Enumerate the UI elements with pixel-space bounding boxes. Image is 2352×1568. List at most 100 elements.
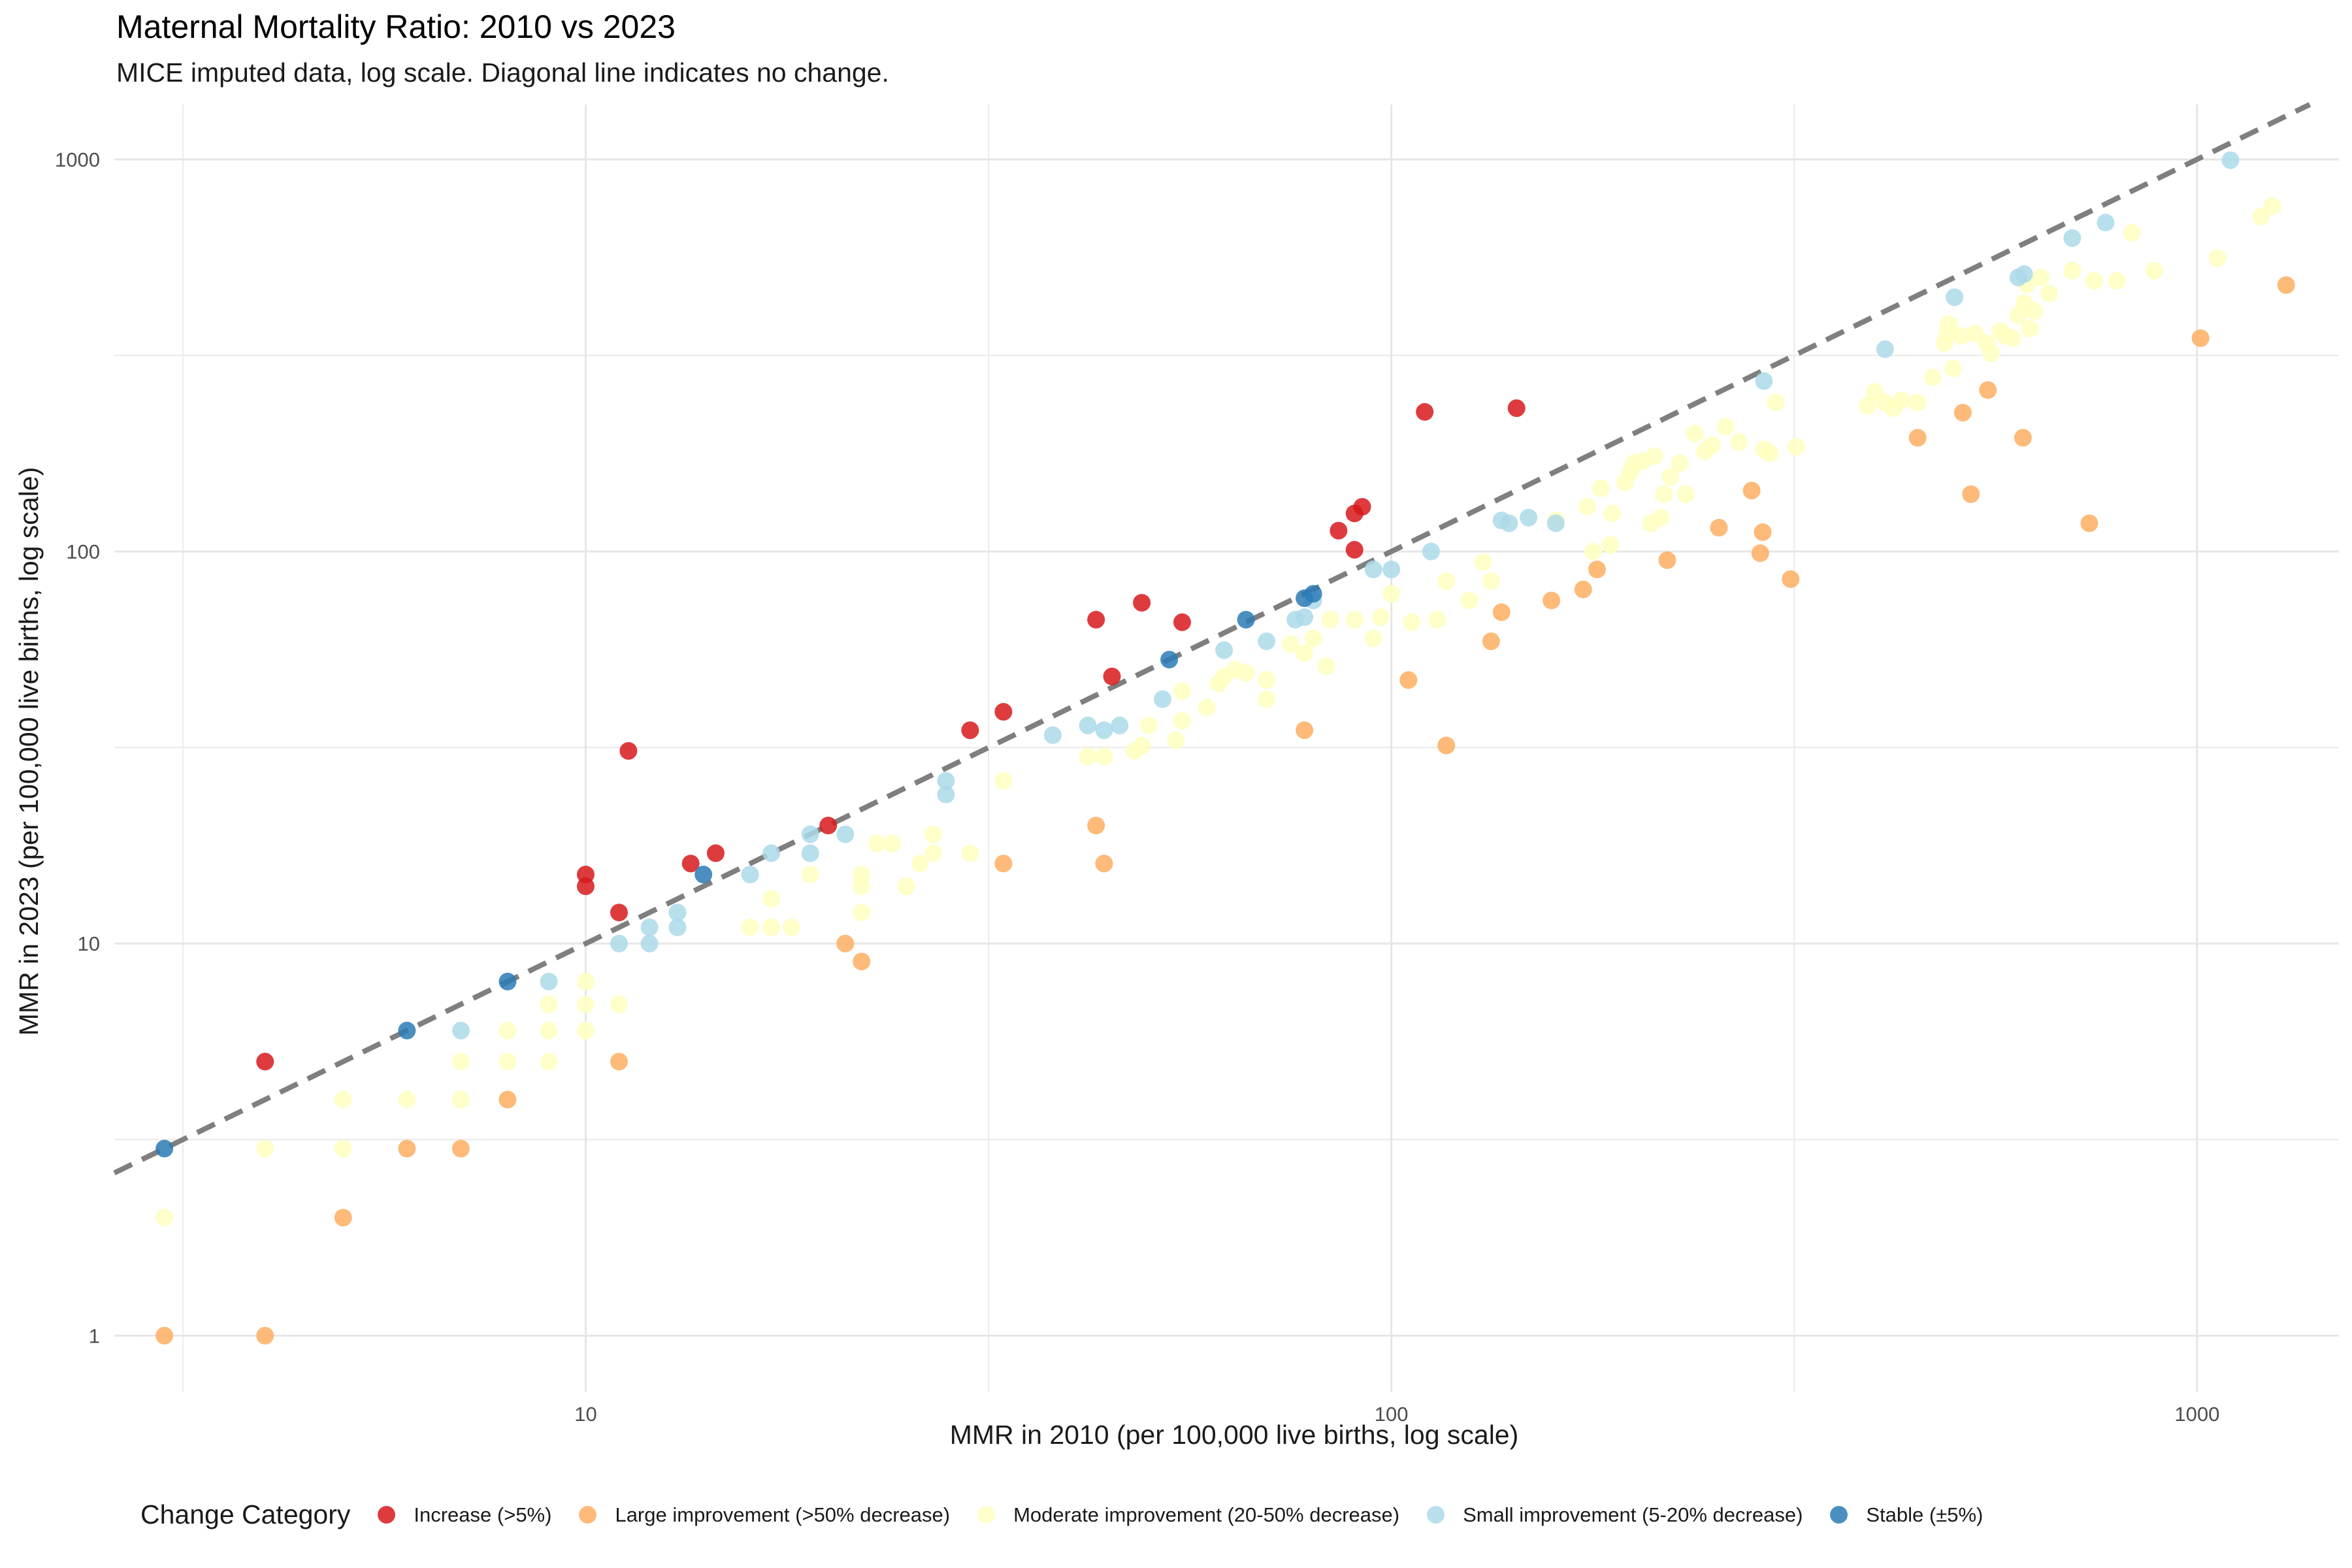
- x-axis-title: MMR in 2010 (per 100,000 live births, lo…: [950, 1420, 1519, 1450]
- data-point: [741, 866, 759, 884]
- data-point: [897, 877, 915, 896]
- data-point: [1962, 485, 1980, 503]
- data-point: [640, 934, 659, 953]
- data-point: [1893, 391, 1911, 410]
- data-point: [1079, 747, 1097, 766]
- data-point: [994, 772, 1013, 790]
- data-point: [1578, 498, 1596, 516]
- data-point: [741, 918, 759, 936]
- data-point: [2108, 272, 2126, 290]
- data-point: [398, 1139, 416, 1158]
- data-point: [1437, 572, 1456, 591]
- legend-item-moderate-improvement: Moderate improvement (20-50% decrease): [977, 1503, 1399, 1527]
- data-point: [610, 995, 628, 1013]
- data-point: [256, 1326, 274, 1345]
- data-point: [883, 834, 901, 853]
- legend-key-stable: [1830, 1506, 1848, 1524]
- data-point: [937, 772, 955, 790]
- data-point: [1859, 397, 1877, 415]
- data-point: [1584, 542, 1602, 561]
- data-point: [1437, 736, 1456, 755]
- x-tick-label: 100: [1375, 1403, 1409, 1426]
- data-point: [1416, 402, 1434, 421]
- data-point: [1043, 726, 1062, 744]
- data-point: [1601, 536, 1620, 554]
- data-point: [1079, 716, 1097, 734]
- data-point: [911, 855, 929, 873]
- data-point: [1364, 629, 1382, 647]
- data-point: [1133, 594, 1151, 612]
- y-tick-label: 1: [89, 1324, 100, 1347]
- data-point: [2014, 429, 2032, 447]
- data-point: [1237, 610, 1255, 629]
- legend-key-large-improvement: [579, 1506, 597, 1524]
- data-point: [762, 890, 781, 908]
- data-point: [1474, 553, 1492, 571]
- data-point: [451, 1021, 470, 1039]
- data-point: [1755, 372, 1773, 390]
- data-point: [334, 1209, 352, 1227]
- data-point: [1258, 690, 1276, 708]
- data-point: [1258, 632, 1276, 651]
- data-point: [610, 904, 628, 922]
- data-point: [1382, 561, 1401, 579]
- chart-subtitle: MICE imputed data, log scale. Diagonal l…: [116, 57, 889, 88]
- legend-label-increase: Increase (>5%): [414, 1503, 552, 1526]
- data-point: [961, 721, 979, 740]
- data-point: [2063, 229, 2082, 247]
- data-point: [1087, 817, 1105, 835]
- data-point: [2032, 269, 2050, 287]
- data-point: [1742, 482, 1761, 500]
- data-point: [924, 825, 942, 843]
- data-point: [498, 1090, 517, 1109]
- data-point: [2145, 261, 2163, 280]
- data-point: [1173, 682, 1191, 700]
- data-point: [2191, 329, 2210, 348]
- data-point: [1482, 572, 1500, 591]
- data-point: [801, 866, 819, 884]
- data-point: [836, 825, 855, 843]
- data-point: [1908, 429, 1927, 447]
- data-point: [1787, 438, 1805, 456]
- legend: Change Category Increase (>5%) Large imp…: [140, 1499, 2010, 1530]
- data-point: [668, 918, 687, 936]
- data-point: [1330, 521, 1348, 540]
- data-point: [1543, 591, 1561, 610]
- data-point: [853, 904, 871, 922]
- grid-lines: [114, 105, 2339, 1392]
- data-point: [1133, 736, 1151, 755]
- data-point: [2208, 249, 2227, 267]
- x-tick-label: 10: [574, 1403, 596, 1426]
- data-point: [451, 1139, 470, 1158]
- data-point: [762, 918, 781, 936]
- data-point: [1754, 523, 1772, 542]
- data-point: [2021, 319, 2039, 338]
- data-point: [1095, 721, 1113, 740]
- data-point: [937, 785, 955, 804]
- y-tick-label: 10: [78, 932, 100, 955]
- data-point: [1588, 561, 1606, 579]
- data-point: [256, 1053, 274, 1071]
- data-point: [1087, 610, 1105, 629]
- data-point: [853, 866, 871, 884]
- data-point: [1317, 657, 1335, 676]
- data-point: [1428, 610, 1446, 629]
- data-point: [2221, 151, 2240, 169]
- data-point: [1403, 613, 1421, 631]
- data-point: [576, 995, 595, 1013]
- data-point: [782, 918, 800, 936]
- data-point: [2040, 284, 2058, 302]
- data-point: [451, 1090, 470, 1109]
- data-point: [1095, 747, 1113, 766]
- data-point: [1661, 468, 1680, 486]
- data-point: [1940, 315, 1958, 333]
- data-point: [694, 866, 713, 884]
- data-point: [498, 1053, 517, 1071]
- data-point: [1652, 508, 1670, 527]
- data-point: [1111, 716, 1129, 734]
- data-point: [1258, 671, 1276, 689]
- no-change-reference-line: [113, 102, 2311, 1175]
- data-point: [1979, 381, 1997, 399]
- data-point: [1198, 698, 1216, 717]
- data-point: [2003, 329, 2021, 348]
